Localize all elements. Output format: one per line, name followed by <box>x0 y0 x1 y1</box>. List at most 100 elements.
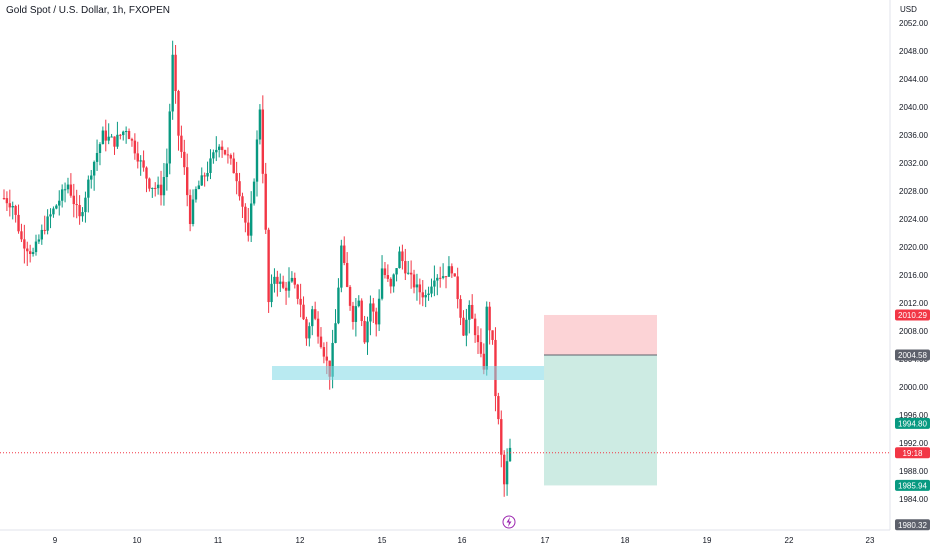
take-profit-zone[interactable] <box>544 354 657 486</box>
candle-body <box>235 173 238 182</box>
candle-body <box>439 277 442 279</box>
candle-body <box>430 286 433 294</box>
candle-body <box>212 152 215 159</box>
candle-body <box>377 298 381 325</box>
candle-body <box>383 268 387 276</box>
price-tag-label: 1994.80 <box>898 419 927 428</box>
x-tick-label: 15 <box>378 536 387 545</box>
candle-body <box>159 184 163 196</box>
candle-body <box>247 222 250 236</box>
y-tick-label: 2048.00 <box>899 47 928 56</box>
candle-body <box>241 196 244 207</box>
candle-body <box>11 205 14 208</box>
candle-body <box>485 306 488 370</box>
candle-body <box>8 203 12 208</box>
candle-body <box>343 245 346 263</box>
candle-body <box>142 160 145 168</box>
candle-body <box>215 149 218 153</box>
candle-body <box>23 239 26 249</box>
candle-body <box>412 274 416 288</box>
candle-body <box>37 239 41 242</box>
candle-body <box>58 200 61 206</box>
x-tick-label: 23 <box>866 536 875 545</box>
candle-body <box>116 134 119 147</box>
candle-body <box>20 231 23 240</box>
candle-body <box>316 318 320 337</box>
candle-body <box>421 292 424 298</box>
candle-body <box>337 287 340 324</box>
candle-body <box>40 229 44 240</box>
candle-body <box>305 319 308 339</box>
candle-body <box>366 321 369 343</box>
candle-body <box>226 154 230 156</box>
price-tag-label: 2010.29 <box>898 311 927 320</box>
candle-body <box>217 146 221 150</box>
x-tick-label: 12 <box>296 536 305 545</box>
candle-body <box>299 298 302 305</box>
candle-body <box>459 299 462 318</box>
candle-body <box>279 281 282 284</box>
price-tag <box>895 479 930 491</box>
x-tick-label: 11 <box>214 536 223 545</box>
candle-body <box>69 184 73 196</box>
y-tick-label: 2012.00 <box>899 299 928 308</box>
candle-body <box>203 175 206 177</box>
candle-body <box>409 272 413 275</box>
candle-body <box>287 281 291 291</box>
y-tick-label: 2008.00 <box>899 327 928 336</box>
price-tag <box>895 447 930 459</box>
candle-body <box>43 229 46 231</box>
candle-body <box>229 155 233 159</box>
x-tick-label: 22 <box>785 536 794 545</box>
y-tick-label: 2052.00 <box>899 19 928 28</box>
candle-body <box>482 353 486 370</box>
candle-body <box>49 214 52 217</box>
price-tag-label: 1980.32 <box>898 521 927 530</box>
candle-body <box>392 274 395 287</box>
price-tag-label: 2004.58 <box>898 351 927 360</box>
candle-body <box>72 195 75 205</box>
candle-body <box>500 419 503 455</box>
stop-loss-zone[interactable] <box>544 314 657 355</box>
price-tag-label: 19:18 <box>902 449 923 458</box>
candle-body <box>148 178 151 189</box>
candle-body <box>206 172 209 177</box>
candle-body <box>87 179 90 198</box>
candle-body <box>17 214 20 232</box>
candle-body <box>200 175 203 186</box>
candle-body <box>261 109 265 174</box>
candle-body <box>290 277 294 282</box>
candle-body <box>505 461 509 485</box>
candle-body <box>162 177 166 196</box>
y-tick-label: 2028.00 <box>899 187 928 196</box>
candle-body <box>415 284 419 288</box>
price-tag <box>895 309 930 321</box>
candle-body <box>363 320 366 343</box>
y-tick-label: 1992.00 <box>899 439 928 448</box>
x-tick-label: 16 <box>458 536 467 545</box>
candle-body <box>369 303 372 322</box>
candle-body <box>139 160 142 162</box>
candle-body <box>273 276 276 284</box>
candle-body <box>296 284 299 299</box>
candle-body <box>34 241 38 253</box>
candle-body <box>281 281 285 288</box>
candle-body <box>462 317 465 336</box>
price-tag <box>895 349 930 361</box>
candle-body <box>456 276 459 300</box>
support-zone[interactable] <box>272 366 566 380</box>
candle-body <box>447 266 451 277</box>
candle-body <box>488 306 491 331</box>
candle-body <box>75 204 78 206</box>
candle-body <box>191 199 195 225</box>
y-tick-label: 1988.00 <box>899 467 928 476</box>
candle-body <box>264 173 267 230</box>
candle-body <box>491 330 494 340</box>
candle-body <box>113 136 116 147</box>
candle-body <box>270 283 273 303</box>
candle-body <box>31 252 35 254</box>
candle-body <box>78 205 81 217</box>
candle-body <box>104 130 107 141</box>
candle-body <box>433 280 436 287</box>
